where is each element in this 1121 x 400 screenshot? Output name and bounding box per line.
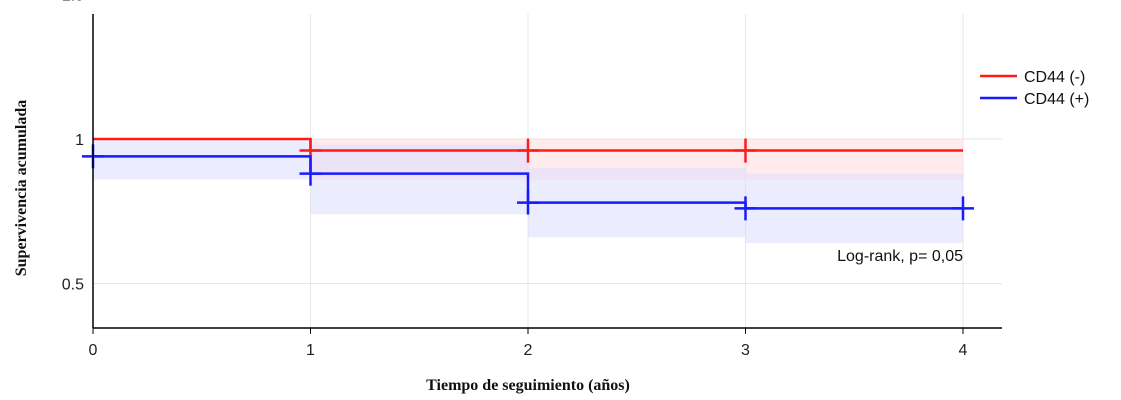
x-tick-label: 1 bbox=[306, 342, 315, 359]
legend-label-0: CD44 (-) bbox=[1024, 69, 1085, 86]
log-rank-annotation: Log-rank, p= 0,05 bbox=[837, 248, 963, 265]
x-axis-title: Tiempo de seguimiento (años) bbox=[426, 377, 630, 394]
survival-lines bbox=[82, 137, 974, 221]
y-tick-label: 1 bbox=[75, 132, 84, 149]
y-axis-title: Supervivencia acumulada bbox=[13, 100, 30, 276]
x-tick-label: 0 bbox=[89, 342, 98, 359]
x-tick-label: 2 bbox=[524, 342, 533, 359]
legend-label-1: CD44 (+) bbox=[1024, 91, 1089, 108]
x-tick-label: 4 bbox=[959, 342, 968, 359]
x-tick-label: 3 bbox=[741, 342, 750, 359]
y-tick-label: 1.5 bbox=[62, 0, 84, 5]
legend: CD44 (-) CD44 (+) bbox=[980, 69, 1089, 108]
axes bbox=[92, 14, 1002, 334]
y-tick-label: 0.5 bbox=[62, 277, 84, 294]
tick-labels: 0 1 2 3 4 0.5 1 1.5 bbox=[62, 0, 968, 359]
